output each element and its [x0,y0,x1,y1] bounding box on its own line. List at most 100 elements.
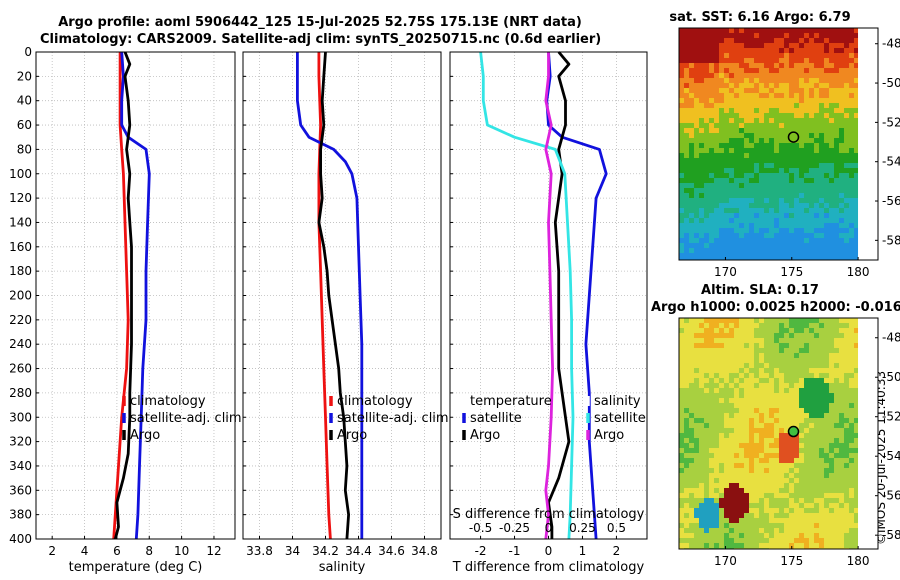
map4-no-data-area [858,318,878,549]
panel2-xtick-label: -1 [509,544,521,558]
panel1-legend-label: climatology [337,394,413,409]
sla-map-subtitle: Argo h1000: 0.0025 h2000: -0.016 [651,300,900,315]
title-line-2: Climatology: CARS2009. Satellite-adj cli… [40,32,602,47]
panel2-legend-salinity-label: satellite [594,411,646,426]
panel1-xtick-label: 34 [285,544,300,558]
panel2-series-argo-temperature-difference [547,51,571,539]
panel0-ytick-label: 40 [17,94,32,108]
panel0-ytick-label: 320 [9,435,32,449]
panel2-secondary-tick-label: 0.5 [607,521,626,535]
panel2-legend-temperature-label: Argo [470,428,500,443]
panel0-ytick-label: 260 [9,362,32,376]
panel1-xlabel: salinity [319,560,366,575]
map4-xtick-label: 175 [780,554,803,568]
panel0-ytick-label: 340 [9,459,32,473]
panel0-ytick-label: 140 [9,215,32,229]
map3-ytick-label: -48 [882,37,900,51]
panel2-legend-salinity-label: salinity [594,394,641,409]
map3-no-data-area [858,28,878,260]
map4-heatmap-cells [679,318,859,549]
map3-ytick-label: -56 [882,194,900,208]
map3-ytick-label: -50 [882,76,900,90]
panel0-ytick-label: 200 [9,289,32,303]
map4-ytick-label: -54 [882,449,900,463]
panel0-xlabel: temperature (deg C) [69,560,203,575]
panel2-xtick-label: 0 [545,544,553,558]
map3-xtick-label: 170 [714,265,737,279]
panel1-xtick-label: 34.8 [411,544,438,558]
panel2-legend-temperature-label: temperature [470,394,552,409]
panel2-secondary-tick-label: 0.25 [569,521,596,535]
panel2-secondary-tick-label: 0 [545,521,553,535]
sla-map-title: Altim. SLA: 0.17 [701,283,819,298]
panel0-ytick-label: 240 [9,337,32,351]
panel1-legend-label: Argo [337,428,367,443]
map4-xtick-label: 180 [847,554,870,568]
panel1-frame [242,51,442,540]
panel2-legend-salinity-label: Argo [594,428,624,443]
panel0-ytick-label: 280 [9,386,32,400]
map3-heatmap-cells [679,28,859,260]
panel1-xtick-label: 34.4 [345,544,372,558]
panel2-legend-temperature-label: satellite [470,411,522,426]
panel0-xtick-label: 6 [113,544,121,558]
panel2-secondary-tick-label: -0.25 [499,521,530,535]
map3-ytick-label: -52 [882,115,900,129]
map3-argo-marker [787,131,800,143]
sst-map-title: sat. SST: 6.16 Argo: 6.79 [669,10,851,25]
panel2-secondary-label: S difference from climatology [453,507,645,522]
panel0-ytick-label: 20 [17,69,32,83]
map4-frame [678,317,879,550]
panel2-secondary-tick-label: -0.5 [469,521,492,535]
panel2-xtick-label: -2 [475,544,487,558]
panel0-series-argo [113,51,133,540]
panel2-series-satellite-salinity-difference [479,51,575,540]
panel1-series-climatology [317,52,332,540]
panel2-xtick-label: 2 [613,544,621,558]
map4-xtick-label: 170 [714,554,737,568]
panel0-ytick-label: 300 [9,410,32,424]
panel0-legend-label: climatology [130,394,206,409]
panel0-series-climatology [112,52,130,540]
panel0-ytick-label: 60 [17,118,32,132]
map4-ytick-label: -56 [882,489,900,503]
panel2-series-argo-salinity-difference [544,52,554,540]
panel0-ytick-label: 120 [9,191,32,205]
map4-ytick-label: -52 [882,410,900,424]
panel0-xtick-label: 10 [174,544,189,558]
panel2-xtick-label: 1 [579,544,587,558]
panel0-frame [35,51,236,540]
panel0-xtick-label: 12 [206,544,221,558]
panel0-legend-label: satellite-adj. clim [130,411,242,426]
map3-xtick-label: 175 [780,265,803,279]
map3-ytick-label: -58 [882,233,900,247]
panel0-ytick-label: 400 [9,532,32,546]
map4-ytick-label: -50 [882,370,900,384]
panel1-xtick-label: 33.8 [246,544,273,558]
panel0-ytick-label: 180 [9,264,32,278]
panel2-frame [449,51,648,540]
panel0-ytick-label: 0 [24,45,32,59]
panel1-series-satellite-adj-clim [295,52,364,539]
map4-ytick-label: -58 [882,528,900,542]
panel1-xtick-label: 34.6 [378,544,405,558]
panel0-ytick-label: 220 [9,313,32,327]
map3-frame [678,27,879,261]
map4-argo-marker [787,425,800,438]
map4-ytick-label: -48 [882,331,900,345]
map3-ytick-label: -54 [882,155,900,169]
panel2-xlabel: T difference from climatology [452,560,645,575]
panel0-xtick-label: 2 [48,544,56,558]
panel0-ytick-label: 360 [9,483,32,497]
panel0-legend-label: Argo [130,428,160,443]
panel0-series-satellite-adj-clim [120,51,151,540]
panel0-ytick-label: 160 [9,240,32,254]
map3-xtick-label: 180 [847,265,870,279]
title-line-1: Argo profile: aoml 5906442_125 15-Jul-20… [58,15,582,30]
panel1-legend-label: satellite-adj. clim [337,411,449,426]
panel0-ytick-label: 80 [17,142,32,156]
panel0-xtick-label: 4 [81,544,89,558]
panel1-series-argo [317,51,351,540]
panel0-ytick-label: 100 [9,167,32,181]
